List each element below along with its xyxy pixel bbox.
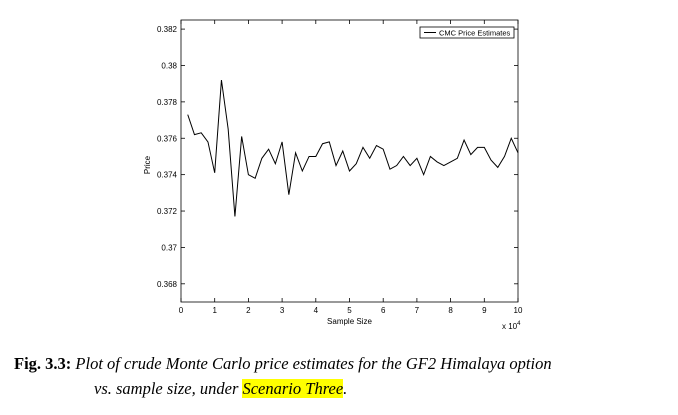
y-axis-label: Price: [143, 155, 152, 174]
x-axis-label: Sample Size: [327, 317, 372, 326]
y-tick-label: 0.37: [161, 243, 177, 252]
x-tick-label: 1: [212, 306, 217, 315]
plot-area-frame: [180, 19, 519, 303]
x-tick-label: 5: [347, 306, 352, 315]
y-tick-label: 0.378: [157, 98, 178, 107]
figure-caption: Fig. 3.3: Plot of crude Monte Carlo pric…: [14, 351, 670, 401]
y-tick-label: 0.368: [157, 280, 178, 289]
legend-entry-cmc: CMC Price Estimates: [439, 29, 511, 38]
y-tick-label: 0.376: [157, 134, 178, 143]
x-tick-label: 6: [381, 306, 386, 315]
caption-line-1: Fig. 3.3: Plot of crude Monte Carlo pric…: [14, 351, 670, 376]
caption-text-end: .: [343, 379, 348, 398]
y-tick-label: 0.372: [157, 207, 178, 216]
x-tick-label: 4: [314, 306, 319, 315]
x-tick-label: 3: [280, 306, 285, 315]
x-multiplier-base: x 10: [502, 322, 518, 331]
figure-label: Fig. 3.3:: [14, 354, 72, 373]
x-multiplier-exponent: 4: [517, 321, 521, 327]
series-line-cmc: [187, 79, 519, 217]
caption-text-1: Plot of crude Monte Carlo price estimate…: [75, 354, 552, 373]
x-tick-label: 8: [448, 306, 453, 315]
y-tick-label: 0.38: [161, 61, 177, 70]
caption-text-2: vs. sample size, under: [94, 379, 243, 398]
chart-legend: CMC Price Estimates: [419, 26, 515, 39]
y-tick-label: 0.374: [157, 171, 178, 180]
x-tick-label: 10: [514, 306, 523, 315]
x-tick-label: 7: [415, 306, 420, 315]
caption-line-2: vs. sample size, under Scenario Three.: [14, 376, 670, 401]
highlighted-scenario: Scenario Three: [242, 379, 344, 398]
x-tick-label: 0: [179, 306, 184, 315]
price-estimates-chart: 0 1 2 3 4 5 6 7 8 9 10 0.368 0.37 0.372 0.374 0.376 0.37…: [143, 19, 523, 331]
x-axis-multiplier: x 104: [502, 321, 521, 331]
y-tick-label: 0.382: [157, 25, 178, 34]
x-tick-label: 2: [246, 306, 251, 315]
legend-box: [419, 26, 515, 39]
x-tick-label: 9: [482, 306, 487, 315]
